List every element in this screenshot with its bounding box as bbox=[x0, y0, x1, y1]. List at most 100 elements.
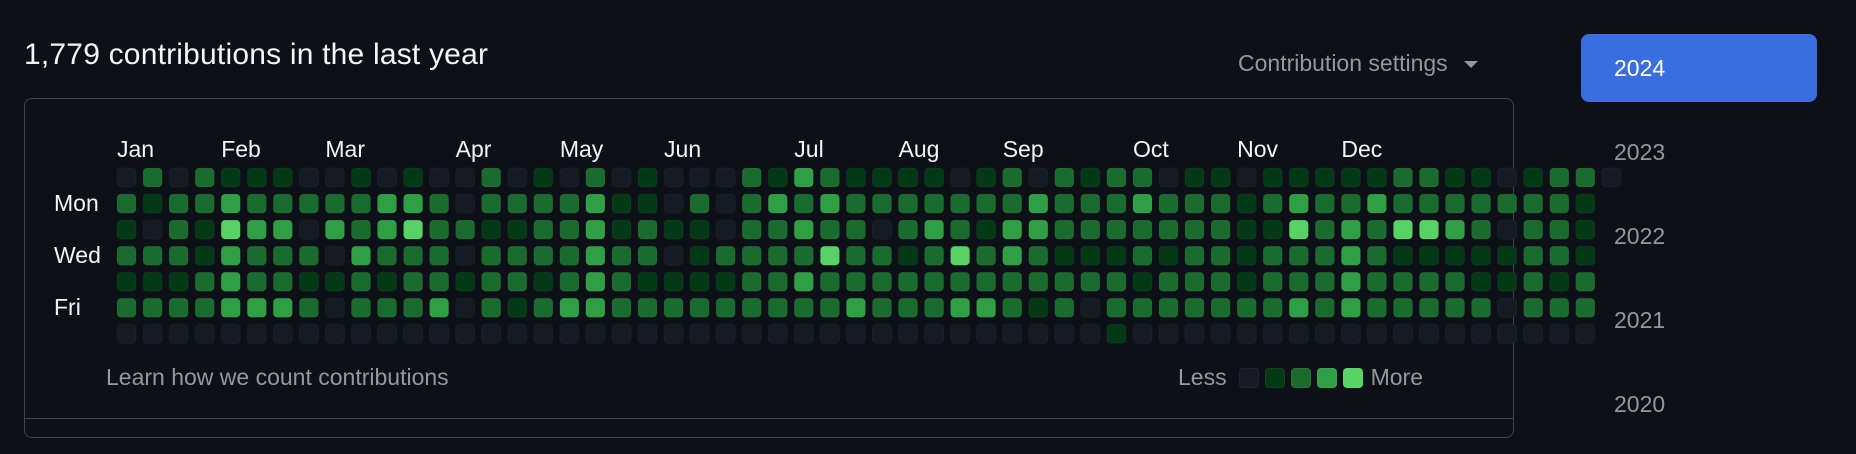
contribution-day-cell[interactable] bbox=[767, 245, 788, 266]
contribution-day-cell[interactable] bbox=[1106, 297, 1127, 318]
contribution-day-cell[interactable] bbox=[429, 219, 450, 240]
contribution-day-cell[interactable] bbox=[142, 245, 163, 266]
contribution-day-cell[interactable] bbox=[1393, 167, 1413, 188]
contribution-day-cell[interactable] bbox=[481, 323, 502, 344]
contribution-day-cell[interactable] bbox=[1002, 297, 1023, 318]
contribution-day-cell[interactable] bbox=[377, 245, 397, 266]
contribution-day-cell[interactable] bbox=[403, 323, 424, 344]
contribution-day-cell[interactable] bbox=[689, 219, 710, 240]
contribution-day-cell[interactable] bbox=[1132, 219, 1153, 240]
contribution-day-cell[interactable] bbox=[1262, 271, 1283, 292]
contribution-day-cell[interactable] bbox=[872, 193, 892, 214]
contribution-day-cell[interactable] bbox=[116, 219, 137, 240]
contribution-day-cell[interactable] bbox=[1575, 193, 1596, 214]
contribution-day-cell[interactable] bbox=[767, 271, 788, 292]
contribution-day-cell[interactable] bbox=[689, 193, 710, 214]
contribution-day-cell[interactable] bbox=[898, 193, 918, 214]
contribution-day-cell[interactable] bbox=[1236, 167, 1257, 188]
contribution-day-cell[interactable] bbox=[898, 323, 918, 344]
contribution-day-cell[interactable] bbox=[1471, 167, 1492, 188]
contribution-day-cell[interactable] bbox=[1028, 323, 1049, 344]
contribution-day-cell[interactable] bbox=[1028, 167, 1049, 188]
contribution-day-cell[interactable] bbox=[845, 245, 866, 266]
contribution-day-cell[interactable] bbox=[168, 323, 189, 344]
contribution-day-cell[interactable] bbox=[1210, 323, 1231, 344]
contribution-day-cell[interactable] bbox=[767, 219, 788, 240]
contribution-day-cell[interactable] bbox=[1419, 271, 1439, 292]
contribution-day-cell[interactable] bbox=[1184, 167, 1205, 188]
contribution-day-cell[interactable] bbox=[1106, 193, 1127, 214]
contribution-day-cell[interactable] bbox=[1601, 167, 1622, 188]
contribution-day-cell[interactable] bbox=[1002, 219, 1023, 240]
contribution-day-cell[interactable] bbox=[1054, 271, 1075, 292]
contribution-day-cell[interactable] bbox=[455, 193, 476, 214]
contribution-day-cell[interactable] bbox=[1028, 297, 1049, 318]
contribution-day-cell[interactable] bbox=[1471, 323, 1492, 344]
contribution-day-cell[interactable] bbox=[1445, 323, 1465, 344]
contribution-day-cell[interactable] bbox=[1132, 271, 1153, 292]
contribution-day-cell[interactable] bbox=[1314, 167, 1335, 188]
contribution-day-cell[interactable] bbox=[1419, 323, 1439, 344]
contribution-day-cell[interactable] bbox=[819, 245, 840, 266]
contribution-day-cell[interactable] bbox=[272, 193, 293, 214]
contribution-day-cell[interactable] bbox=[793, 245, 814, 266]
contribution-day-cell[interactable] bbox=[559, 271, 580, 292]
contribution-day-cell[interactable] bbox=[663, 297, 684, 318]
contribution-day-cell[interactable] bbox=[220, 297, 241, 318]
contribution-day-cell[interactable] bbox=[481, 219, 502, 240]
contribution-day-cell[interactable] bbox=[585, 193, 606, 214]
contribution-day-cell[interactable] bbox=[377, 167, 397, 188]
contribution-day-cell[interactable] bbox=[507, 167, 528, 188]
contribution-day-cell[interactable] bbox=[324, 323, 345, 344]
contribution-day-cell[interactable] bbox=[298, 193, 319, 214]
contribution-day-cell[interactable] bbox=[663, 323, 684, 344]
contribution-day-cell[interactable] bbox=[1262, 193, 1283, 214]
contribution-day-cell[interactable] bbox=[976, 297, 997, 318]
contribution-day-cell[interactable] bbox=[1497, 297, 1518, 318]
contribution-day-cell[interactable] bbox=[689, 271, 710, 292]
contribution-day-cell[interactable] bbox=[507, 297, 528, 318]
contribution-day-cell[interactable] bbox=[715, 271, 736, 292]
contribution-day-cell[interactable] bbox=[1210, 297, 1231, 318]
year-button-2022[interactable]: 2022 bbox=[1614, 222, 1666, 249]
contribution-day-cell[interactable] bbox=[1523, 323, 1544, 344]
contribution-day-cell[interactable] bbox=[898, 271, 918, 292]
contribution-day-cell[interactable] bbox=[142, 167, 163, 188]
contribution-day-cell[interactable] bbox=[1106, 219, 1127, 240]
contribution-day-cell[interactable] bbox=[872, 245, 892, 266]
contribution-day-cell[interactable] bbox=[533, 271, 554, 292]
contribution-day-cell[interactable] bbox=[1366, 245, 1387, 266]
contribution-day-cell[interactable] bbox=[116, 297, 137, 318]
contribution-day-cell[interactable] bbox=[377, 297, 397, 318]
contribution-day-cell[interactable] bbox=[1366, 193, 1387, 214]
contribution-day-cell[interactable] bbox=[1288, 271, 1309, 292]
contribution-day-cell[interactable] bbox=[924, 167, 945, 188]
contribution-day-cell[interactable] bbox=[924, 193, 945, 214]
contribution-day-cell[interactable] bbox=[298, 271, 319, 292]
contribution-day-cell[interactable] bbox=[1314, 323, 1335, 344]
contribution-day-cell[interactable] bbox=[715, 219, 736, 240]
contribution-day-cell[interactable] bbox=[1132, 323, 1153, 344]
contribution-day-cell[interactable] bbox=[116, 193, 137, 214]
contribution-day-cell[interactable] bbox=[298, 245, 319, 266]
contribution-day-cell[interactable] bbox=[637, 193, 658, 214]
contribution-day-cell[interactable] bbox=[1575, 245, 1596, 266]
contribution-day-cell[interactable] bbox=[220, 323, 241, 344]
contribution-day-cell[interactable] bbox=[1497, 271, 1518, 292]
contribution-day-cell[interactable] bbox=[611, 271, 632, 292]
contribution-day-cell[interactable] bbox=[1549, 219, 1570, 240]
contribution-day-cell[interactable] bbox=[194, 323, 215, 344]
contribution-day-cell[interactable] bbox=[1002, 271, 1023, 292]
contribution-day-cell[interactable] bbox=[1288, 219, 1309, 240]
contribution-day-cell[interactable] bbox=[1288, 245, 1309, 266]
contribution-day-cell[interactable] bbox=[246, 219, 267, 240]
contribution-day-cell[interactable] bbox=[741, 323, 762, 344]
contribution-day-cell[interactable] bbox=[793, 297, 814, 318]
contribution-day-cell[interactable] bbox=[611, 219, 632, 240]
contribution-day-cell[interactable] bbox=[611, 245, 632, 266]
contribution-day-cell[interactable] bbox=[533, 245, 554, 266]
contribution-day-cell[interactable] bbox=[116, 245, 137, 266]
contribution-day-cell[interactable] bbox=[1002, 245, 1023, 266]
contribution-day-cell[interactable] bbox=[1366, 323, 1387, 344]
contribution-day-cell[interactable] bbox=[142, 219, 163, 240]
